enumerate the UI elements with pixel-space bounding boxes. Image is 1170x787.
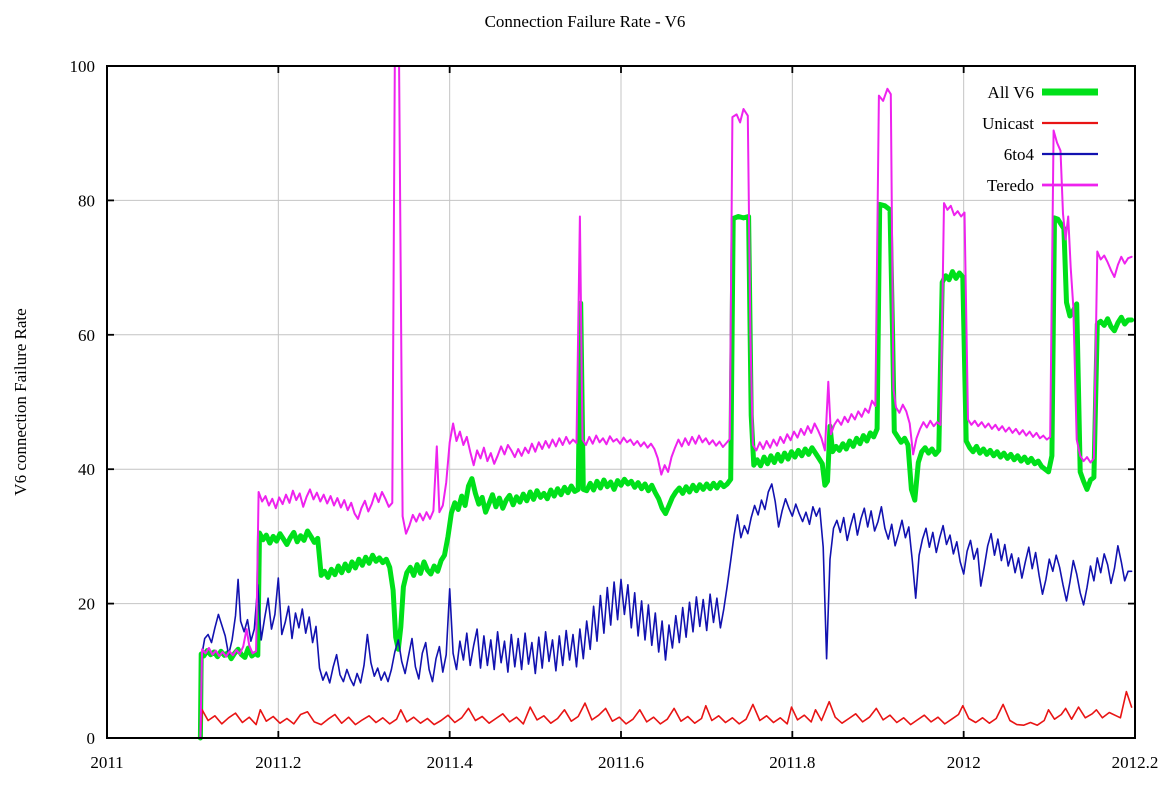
y-tick-labels: 0 20 40 60 80 100: [70, 57, 96, 748]
legend-label-unicast: Unicast: [982, 114, 1034, 133]
y-tick-label: 60: [78, 326, 95, 345]
y-tick-label: 40: [78, 460, 95, 479]
legend-label-teredo: Teredo: [987, 176, 1034, 195]
y-axis-label: V6 connection Failure Rate: [11, 308, 30, 496]
series-all-v6: [197, 201, 1135, 741]
chart-title: Connection Failure Rate - V6: [484, 12, 686, 31]
x-tick-label: 2011.4: [427, 753, 474, 772]
legend-label-6to4: 6to4: [1004, 145, 1035, 164]
y-tick-label: 100: [70, 57, 96, 76]
x-tick-label: 2012: [947, 753, 981, 772]
plot-border: [106, 65, 1136, 739]
x-tick-label: 2011: [90, 753, 123, 772]
x-tick-label: 2012.2: [1112, 753, 1159, 772]
legend: All V6 Unicast 6to4 Teredo: [982, 83, 1098, 195]
x-tick-label: 2011.8: [769, 753, 815, 772]
series-6to4: [199, 483, 1133, 739]
y-tick-label: 80: [78, 191, 95, 210]
legend-label-all-v6: All V6: [988, 83, 1034, 102]
series-teredo: [199, 65, 1133, 739]
series-unicast: [199, 690, 1133, 739]
x-tick-labels: 2011 2011.2 2011.4 2011.6 2011.8 2012 2012.2: [90, 753, 1158, 772]
y-tick-label: 0: [87, 729, 96, 748]
x-tick-label: 2011.2: [255, 753, 301, 772]
x-tick-label: 2011.6: [598, 753, 644, 772]
y-tick-label: 20: [78, 595, 95, 614]
